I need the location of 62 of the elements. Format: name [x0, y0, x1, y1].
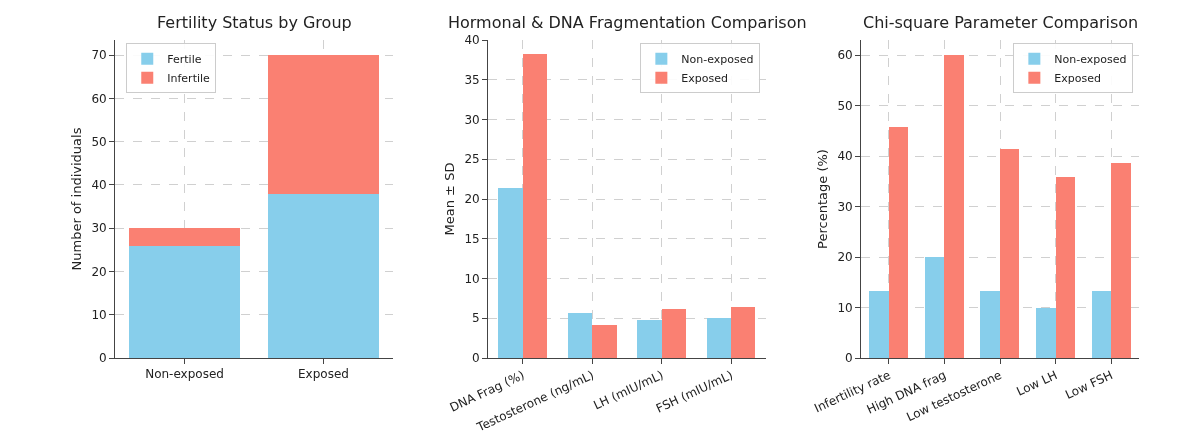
bar — [1056, 177, 1076, 358]
bar — [707, 318, 732, 358]
bar — [129, 246, 241, 358]
legend-label: Infertile — [167, 71, 211, 85]
bar — [980, 291, 1001, 358]
chart-title: Fertility Status by Group — [157, 13, 352, 32]
chart-title: Hormonal & DNA Fragmentation Comparison — [448, 13, 807, 32]
y-tick-label: 0 — [472, 351, 480, 366]
legend-label: Non-exposed — [1054, 52, 1127, 66]
y-tick-label: 60 — [837, 48, 853, 63]
y-axis-title: Number of individuals — [69, 127, 85, 271]
bar — [592, 325, 618, 358]
legend-label: Fertile — [167, 52, 202, 66]
y-tick-label: 70 — [91, 48, 107, 63]
y-tick-label: 50 — [91, 134, 107, 149]
y-tick-label: 10 — [464, 271, 480, 286]
y-tick-label: 40 — [464, 33, 480, 48]
x-tick-label: Exposed — [298, 367, 349, 382]
y-tick-label: 5 — [472, 311, 480, 326]
bar — [568, 313, 593, 358]
bar — [637, 320, 663, 358]
y-tick-label: 60 — [91, 91, 107, 106]
y-tick-label: 20 — [91, 264, 107, 279]
y-tick-label: 30 — [464, 112, 480, 127]
bar — [944, 55, 965, 358]
bar — [268, 194, 380, 358]
legend-label: Exposed — [681, 71, 729, 85]
legend-label: Non-exposed — [681, 52, 754, 66]
bar — [1000, 149, 1020, 358]
bar — [129, 228, 241, 246]
bar — [869, 291, 890, 358]
y-axis-title: Mean ± SD — [442, 162, 458, 236]
bar — [523, 54, 548, 358]
y-tick-label: 10 — [91, 307, 107, 322]
y-tick-label: 20 — [464, 192, 480, 207]
y-tick-label: 0 — [99, 351, 107, 366]
y-tick-label: 30 — [91, 221, 107, 236]
y-axis-title: Percentage (%) — [815, 149, 831, 249]
y-tick-label: 15 — [464, 231, 480, 246]
bar — [1111, 163, 1132, 358]
y-tick-label: 35 — [464, 72, 480, 87]
chart-title: Chi-square Parameter Comparison — [863, 13, 1139, 32]
y-tick-label: 25 — [464, 152, 480, 167]
bar — [925, 257, 945, 358]
x-tick-label: Low FSH — [1063, 367, 1115, 403]
y-tick-label: 10 — [837, 300, 853, 315]
y-tick-label: 50 — [837, 98, 853, 113]
legend-label: Exposed — [1054, 71, 1102, 85]
y-tick-label: 40 — [91, 178, 107, 193]
bar — [1092, 291, 1112, 358]
bar — [268, 55, 380, 194]
bar — [731, 307, 756, 358]
y-tick-label: 30 — [837, 199, 853, 214]
bar — [662, 309, 687, 358]
y-tick-label: 0 — [845, 351, 853, 366]
x-tick-label: Low LH — [1014, 367, 1060, 399]
bar — [498, 188, 524, 358]
bar — [889, 127, 909, 358]
y-tick-label: 20 — [837, 250, 853, 265]
y-tick-label: 40 — [837, 149, 853, 164]
x-tick-label: Non-exposed — [145, 367, 224, 382]
bar — [1036, 308, 1057, 358]
